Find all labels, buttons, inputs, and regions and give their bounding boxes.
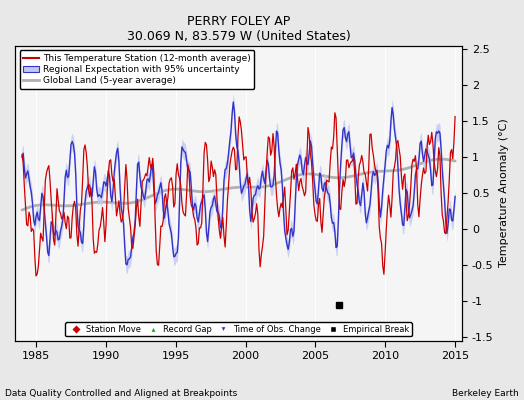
Text: Data Quality Controlled and Aligned at Breakpoints: Data Quality Controlled and Aligned at B… <box>5 389 237 398</box>
Text: Berkeley Earth: Berkeley Earth <box>452 389 519 398</box>
Title: PERRY FOLEY AP
30.069 N, 83.579 W (United States): PERRY FOLEY AP 30.069 N, 83.579 W (Unite… <box>127 15 351 43</box>
Legend: Station Move, Record Gap, Time of Obs. Change, Empirical Break: Station Move, Record Gap, Time of Obs. C… <box>66 322 412 336</box>
Y-axis label: Temperature Anomaly (°C): Temperature Anomaly (°C) <box>499 119 509 268</box>
